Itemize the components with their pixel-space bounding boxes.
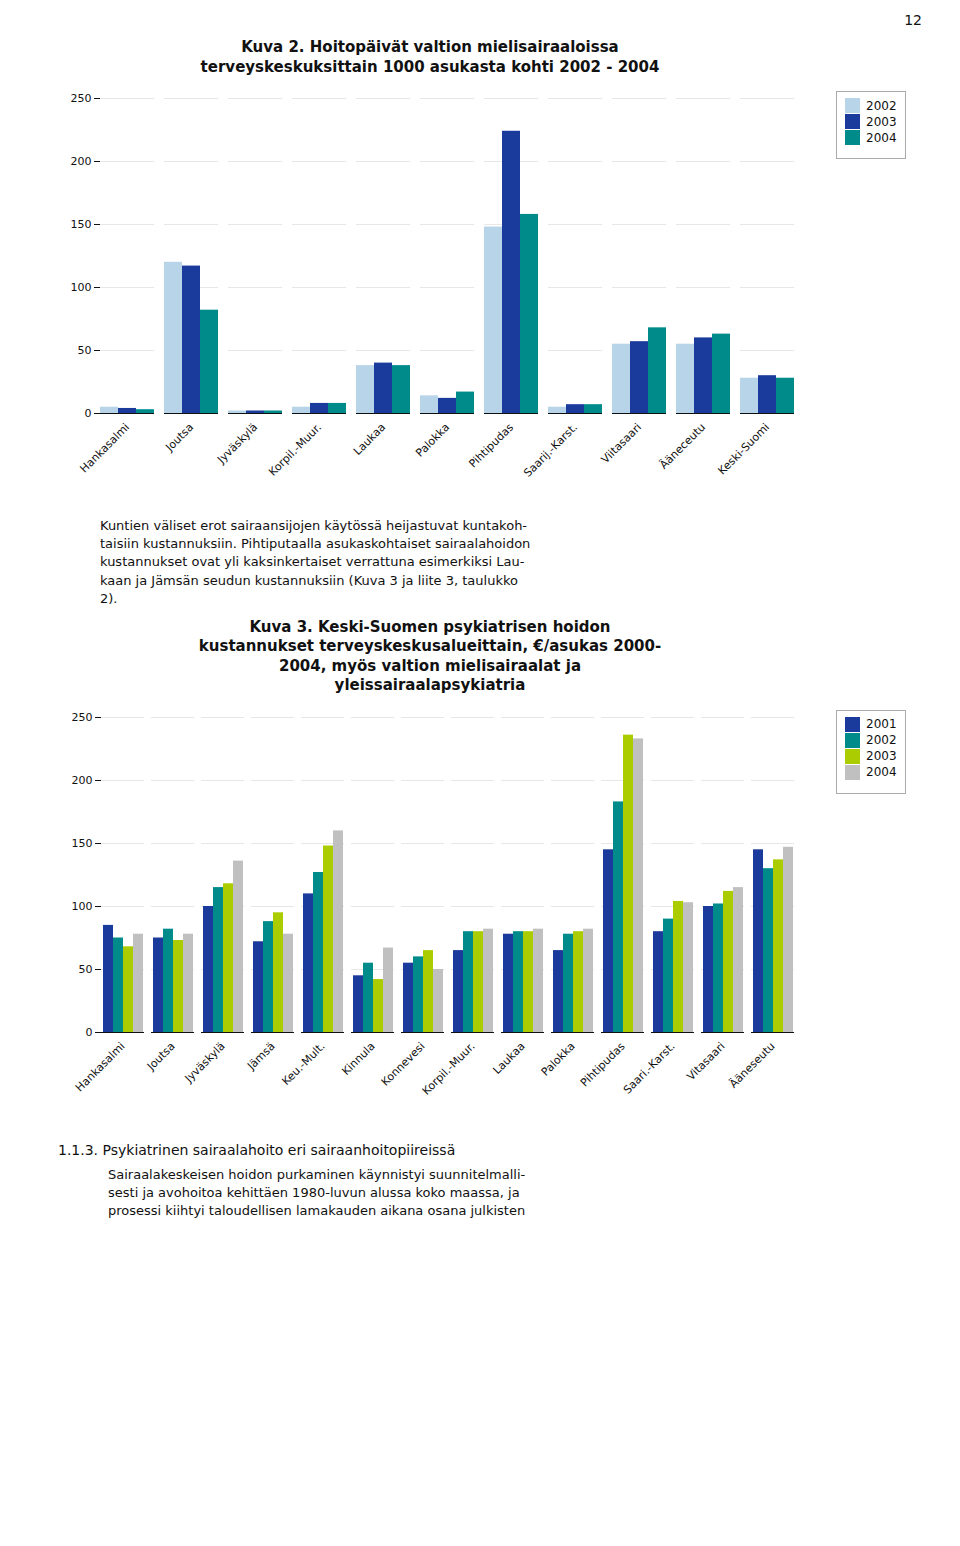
html-text:kustannukset terveyskeskusalue: kustannukset terveyskeskusalueittain, €/… xyxy=(198,637,662,656)
html-text:2).: 2). xyxy=(100,590,118,606)
svg-text:Konnevesi: Konnevesi xyxy=(379,1040,428,1089)
html-text:kustannukset ovat yli kaksinke: kustannukset ovat yli kaksinkertaiset ve… xyxy=(100,554,525,570)
html-text:1.1.3. Psykiatrinen sairaalaho: 1.1.3. Psykiatrinen sairaalahoito eri sa… xyxy=(58,1141,456,1158)
svg-text:Laukaa: Laukaa xyxy=(490,1040,527,1077)
svg-text:Joutsa: Joutsa xyxy=(144,1040,178,1074)
svg-text:Laukaa: Laukaa xyxy=(351,421,388,458)
svg-text:0: 0 xyxy=(86,1026,93,1039)
svg-text:Jyväskylä: Jyväskylä xyxy=(182,1040,228,1086)
html-text:taisiin kustannuksiin. Pihtipu: taisiin kustannuksiin. Pihtiputaalla asu… xyxy=(100,536,531,552)
html-text:2002: 2002 xyxy=(866,98,897,113)
svg-text:50: 50 xyxy=(78,344,92,357)
svg-text:Saarij.-Karst.: Saarij.-Karst. xyxy=(521,421,580,480)
html-text:Kuntien väliset erot sairaansi: Kuntien väliset erot sairaansijojen käyt… xyxy=(100,518,528,533)
html-text:2003: 2003 xyxy=(866,749,897,764)
svg-text:0: 0 xyxy=(85,407,92,420)
svg-text:Jämsä: Jämsä xyxy=(244,1040,277,1073)
svg-text:Vitasaari: Vitasaari xyxy=(684,1040,727,1083)
html-text:2004, myös valtion mielisairaa: 2004, myös valtion mielisairaalat ja xyxy=(279,656,581,675)
svg-text:Palokka: Palokka xyxy=(413,421,452,460)
html-text:2004: 2004 xyxy=(866,765,897,780)
svg-text:150: 150 xyxy=(72,837,93,850)
html-text:12: 12 xyxy=(904,12,922,28)
html-text:2004: 2004 xyxy=(866,130,897,145)
svg-text:Kinnula: Kinnula xyxy=(339,1040,377,1078)
svg-text:Keu.-Mult.: Keu.-Mult. xyxy=(279,1040,327,1088)
svg-text:250: 250 xyxy=(71,92,92,105)
svg-text:200: 200 xyxy=(71,155,92,168)
svg-text:100: 100 xyxy=(71,281,92,294)
svg-text:Hankasalmi: Hankasalmi xyxy=(73,1040,128,1095)
svg-text:Äänеseutu: Äänеseutu xyxy=(727,1040,778,1091)
svg-text:Äänесeutu: Äänесeutu xyxy=(657,421,708,472)
svg-text:150: 150 xyxy=(71,218,92,231)
html-text:terveyskeskuksittain 1000 asuk: terveyskeskuksittain 1000 asukasta kohti… xyxy=(200,57,660,76)
svg-text:Keski-Suomi: Keski-Suomi xyxy=(716,421,773,478)
svg-text:Viitasaari: Viitasaari xyxy=(599,421,644,466)
svg-text:Saari.-Karst.: Saari.-Karst. xyxy=(621,1040,678,1097)
html-text:2003: 2003 xyxy=(866,114,897,129)
svg-text:Pihtipudas: Pihtipudas xyxy=(466,421,516,471)
svg-text:Jyväskylä: Jyväskylä xyxy=(214,421,260,467)
html-text:2002: 2002 xyxy=(866,733,897,748)
svg-text:Korpil.-Muur.: Korpil.-Muur. xyxy=(266,421,324,479)
html-text:Kuva 2. Hoitopäivät valtion mi: Kuva 2. Hoitopäivät valtion mielisairaal… xyxy=(241,38,619,56)
svg-text:50: 50 xyxy=(79,963,93,976)
html-text:prosessi kiihtyi taloudellisen: prosessi kiihtyi taloudellisen lamakaude… xyxy=(108,1203,526,1219)
svg-text:200: 200 xyxy=(72,774,93,787)
html-text:kaan ja Jämsän seudun kustannu: kaan ja Jämsän seudun kustannuksiin (Kuv… xyxy=(100,572,518,588)
html-text:sesti ja avohoitoa kehittäen 1: sesti ja avohoitoa kehittäen 1980-luvun … xyxy=(108,1185,520,1201)
svg-text:100: 100 xyxy=(72,900,93,913)
html-text:2001: 2001 xyxy=(866,717,897,732)
html-text:Sairaalakeskeisen hoidon purka: Sairaalakeskeisen hoidon purkaminen käyn… xyxy=(108,1166,526,1182)
svg-text:Hankasalmi: Hankasalmi xyxy=(78,421,133,476)
svg-text:Korpil.-Muur.: Korpil.-Muur. xyxy=(420,1040,478,1098)
svg-text:Palokka: Palokka xyxy=(539,1040,578,1079)
svg-text:Pihtipudas: Pihtipudas xyxy=(578,1039,628,1089)
html-text:yleissairaalapsykiatria: yleissairaalapsykiatria xyxy=(334,676,526,695)
html-text:Kuva 3. Keski-Suomen psykiatri: Kuva 3. Keski-Suomen psykiatrisen hoidon xyxy=(249,617,611,636)
svg-text:250: 250 xyxy=(72,711,93,724)
svg-text:Joutsa: Joutsa xyxy=(162,421,196,455)
